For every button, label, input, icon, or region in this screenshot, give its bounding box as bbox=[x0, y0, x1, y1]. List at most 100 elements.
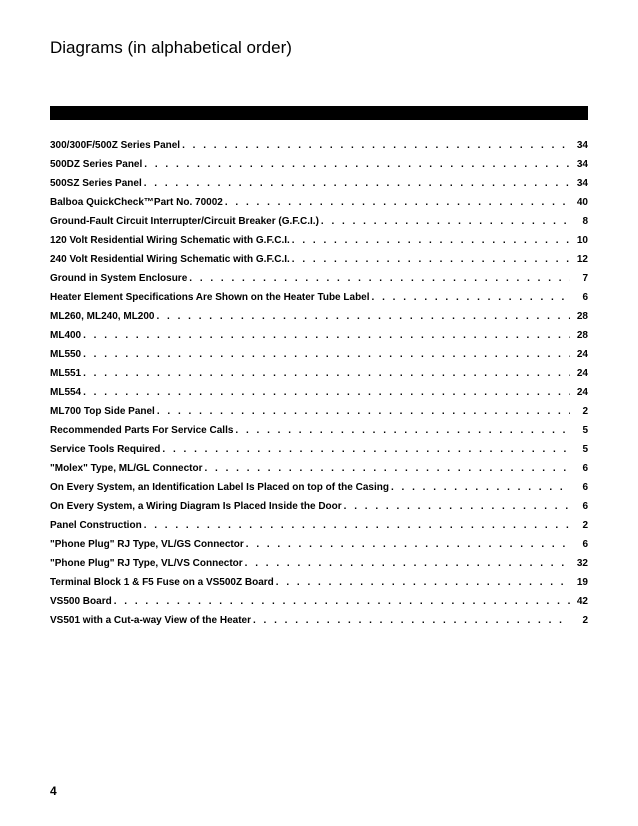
toc-entry-label: VS501 with a Cut-a-way View of the Heate… bbox=[50, 611, 251, 630]
toc-leader-dots bbox=[144, 174, 570, 193]
toc-entry: Balboa QuickCheck™Part No. 70002 40 bbox=[50, 193, 588, 212]
toc-entry-page: 7 bbox=[572, 269, 588, 288]
toc-leader-dots bbox=[157, 402, 570, 421]
toc-entry-page: 6 bbox=[572, 497, 588, 516]
toc-entry: "Phone Plug" RJ Type, VL/VS Connector 32 bbox=[50, 554, 588, 573]
toc-leader-dots bbox=[253, 611, 570, 630]
toc-entry-page: 32 bbox=[572, 554, 588, 573]
toc-leader-dots bbox=[321, 212, 570, 231]
toc-entry-page: 42 bbox=[572, 592, 588, 611]
toc-entry-page: 34 bbox=[572, 174, 588, 193]
toc-leader-dots bbox=[276, 573, 570, 592]
toc-entry-label: ML551 bbox=[50, 364, 81, 383]
toc-entry: Ground in System Enclosure 7 bbox=[50, 269, 588, 288]
toc-leader-dots bbox=[114, 592, 570, 611]
toc-entry: On Every System, a Wiring Diagram Is Pla… bbox=[50, 497, 588, 516]
toc-leader-dots bbox=[372, 288, 570, 307]
toc-entry: ML400 28 bbox=[50, 326, 588, 345]
toc-entry: Recommended Parts For Service Calls5 bbox=[50, 421, 588, 440]
toc-leader-dots bbox=[246, 535, 570, 554]
toc-leader-dots bbox=[245, 554, 570, 573]
toc-entry-label: 500DZ Series Panel bbox=[50, 155, 142, 174]
toc-leader-dots bbox=[83, 345, 570, 364]
toc-entry: Heater Element Specifications Are Shown … bbox=[50, 288, 588, 307]
toc-entry-label: 240 Volt Residential Wiring Schematic wi… bbox=[50, 250, 290, 269]
section-bar bbox=[50, 106, 588, 120]
toc-entry: Ground-Fault Circuit Interrupter/Circuit… bbox=[50, 212, 588, 231]
toc-entry: 120 Volt Residential Wiring Schematic wi… bbox=[50, 231, 588, 250]
toc-leader-dots bbox=[144, 155, 570, 174]
toc-entry-label: Heater Element Specifications Are Shown … bbox=[50, 288, 370, 307]
toc-entry-label: ML550 bbox=[50, 345, 81, 364]
toc-leader-dots bbox=[162, 440, 570, 459]
toc-entry-label: On Every System, an Identification Label… bbox=[50, 478, 389, 497]
toc-entry: "Phone Plug" RJ Type, VL/GS Connector 6 bbox=[50, 535, 588, 554]
toc-leader-dots bbox=[225, 193, 570, 212]
toc-leader-dots bbox=[292, 231, 570, 250]
toc-entry-label: Ground-Fault Circuit Interrupter/Circuit… bbox=[50, 212, 319, 231]
toc-list: 300/300F/500Z Series Panel34500DZ Series… bbox=[50, 136, 588, 630]
toc-entry-label: 120 Volt Residential Wiring Schematic wi… bbox=[50, 231, 290, 250]
toc-entry-label: 300/300F/500Z Series Panel bbox=[50, 136, 180, 155]
toc-entry: On Every System, an Identification Label… bbox=[50, 478, 588, 497]
toc-entry-label: ML400 bbox=[50, 326, 81, 345]
toc-entry-page: 6 bbox=[572, 459, 588, 478]
toc-leader-dots bbox=[83, 364, 570, 383]
toc-entry-page: 2 bbox=[572, 402, 588, 421]
toc-entry: Terminal Block 1 & F5 Fuse on a VS500Z B… bbox=[50, 573, 588, 592]
toc-entry: "Molex" Type, ML/GL Connector 6 bbox=[50, 459, 588, 478]
toc-entry-label: Ground in System Enclosure bbox=[50, 269, 187, 288]
toc-entry-label: ML554 bbox=[50, 383, 81, 402]
toc-entry: Panel Construction 2 bbox=[50, 516, 588, 535]
toc-leader-dots bbox=[83, 326, 570, 345]
toc-entry: Service Tools Required 5 bbox=[50, 440, 588, 459]
toc-entry-label: On Every System, a Wiring Diagram Is Pla… bbox=[50, 497, 342, 516]
toc-leader-dots bbox=[156, 307, 570, 326]
toc-entry-label: VS500 Board bbox=[50, 592, 112, 611]
toc-entry-page: 8 bbox=[572, 212, 588, 231]
toc-entry-page: 6 bbox=[572, 288, 588, 307]
toc-leader-dots bbox=[144, 516, 570, 535]
toc-entry-label: "Molex" Type, ML/GL Connector bbox=[50, 459, 202, 478]
toc-entry-label: "Phone Plug" RJ Type, VL/VS Connector bbox=[50, 554, 243, 573]
toc-entry-page: 34 bbox=[572, 155, 588, 174]
toc-entry-label: ML700 Top Side Panel bbox=[50, 402, 155, 421]
toc-entry-page: 12 bbox=[572, 250, 588, 269]
toc-entry-page: 6 bbox=[572, 535, 588, 554]
toc-entry-label: Balboa QuickCheck™Part No. 70002 bbox=[50, 193, 223, 212]
toc-entry-page: 6 bbox=[572, 478, 588, 497]
toc-entry-page: 2 bbox=[572, 516, 588, 535]
toc-leader-dots bbox=[204, 459, 570, 478]
toc-entry-label: Terminal Block 1 & F5 Fuse on a VS500Z B… bbox=[50, 573, 274, 592]
toc-entry-page: 28 bbox=[572, 307, 588, 326]
toc-entry-page: 5 bbox=[572, 440, 588, 459]
toc-entry-label: Panel Construction bbox=[50, 516, 142, 535]
toc-entry: VS501 with a Cut-a-way View of the Heate… bbox=[50, 611, 588, 630]
toc-entry-page: 28 bbox=[572, 326, 588, 345]
toc-leader-dots bbox=[292, 250, 570, 269]
toc-entry: ML551 24 bbox=[50, 364, 588, 383]
toc-entry-page: 2 bbox=[572, 611, 588, 630]
toc-leader-dots bbox=[344, 497, 570, 516]
toc-leader-dots bbox=[182, 136, 570, 155]
toc-entry: VS500 Board 42 bbox=[50, 592, 588, 611]
toc-entry: 500SZ Series Panel 34 bbox=[50, 174, 588, 193]
toc-entry: ML700 Top Side Panel 2 bbox=[50, 402, 588, 421]
toc-entry: 500DZ Series Panel 34 bbox=[50, 155, 588, 174]
toc-leader-dots bbox=[83, 383, 570, 402]
page-title: Diagrams (in alphabetical order) bbox=[50, 38, 588, 58]
toc-leader-dots bbox=[235, 421, 570, 440]
toc-entry: ML554 24 bbox=[50, 383, 588, 402]
toc-entry: ML55024 bbox=[50, 345, 588, 364]
toc-leader-dots bbox=[189, 269, 570, 288]
toc-entry: 240 Volt Residential Wiring Schematic wi… bbox=[50, 250, 588, 269]
toc-entry-label: "Phone Plug" RJ Type, VL/GS Connector bbox=[50, 535, 244, 554]
toc-entry-label: ML260, ML240, ML200 bbox=[50, 307, 154, 326]
toc-entry-label: 500SZ Series Panel bbox=[50, 174, 142, 193]
toc-entry-page: 40 bbox=[572, 193, 588, 212]
toc-entry-page: 24 bbox=[572, 383, 588, 402]
toc-entry: 300/300F/500Z Series Panel34 bbox=[50, 136, 588, 155]
toc-entry-label: Recommended Parts For Service Calls bbox=[50, 421, 233, 440]
toc-entry-label: Service Tools Required bbox=[50, 440, 160, 459]
toc-entry-page: 24 bbox=[572, 364, 588, 383]
